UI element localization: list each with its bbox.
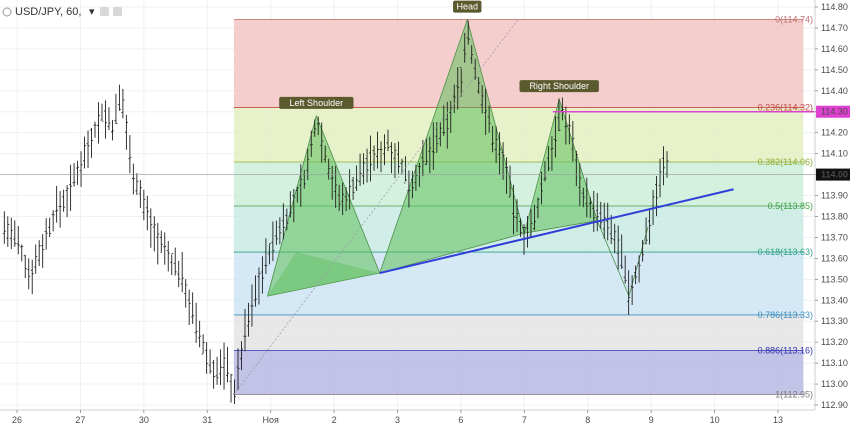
price-bars: [2, 20, 669, 404]
pattern-label-box: [279, 96, 354, 109]
price-tick-label: 113.60: [821, 253, 848, 263]
magenta-price-tag-label: 114.30: [821, 107, 848, 117]
price-tick-label: 113.90: [821, 191, 848, 201]
time-tick-label: 27: [75, 415, 85, 425]
pattern-label-box: [519, 80, 599, 93]
fib-zone-0.786: [233, 314, 804, 351]
price-tick-label: 113.80: [821, 211, 848, 221]
pattern-triangle-2: [523, 97, 598, 234]
price-axis[interactable]: 114.80 114.70 114.60 114.50 114.40 114.30 114.…: [814, 0, 850, 427]
fib-label-0: 0(114.74): [775, 15, 813, 25]
time-tick-label: 6: [458, 415, 463, 425]
price-tick-label: 113.10: [821, 358, 848, 368]
fib-zone-0: [233, 19, 804, 108]
price-tick-label: 114.20: [821, 128, 848, 138]
head-and-shoulders-pattern: [266, 18, 649, 298]
price-tick-label: 114.50: [821, 65, 848, 75]
fib-label-0.786: 0.786(113.33): [758, 310, 813, 320]
pattern-label-0: Left Shoulder: [290, 98, 344, 108]
price-tick-label: 114.10: [821, 149, 848, 159]
time-tick-label: 8: [585, 415, 590, 425]
chart-header: USD/JPY, 60, ▾: [2, 6, 122, 18]
pattern-base: [267, 252, 380, 297]
pattern-label-1: Head: [457, 2, 479, 12]
time-tick-label: 2: [332, 415, 337, 425]
time-tick-label: 31: [202, 415, 212, 425]
price-tick-label: 113.30: [821, 316, 848, 326]
time-tick-label: 13: [773, 415, 783, 425]
fibonacci-labels: 0(114.74) 0.236(114.32) 0.382(114.06) 0.5(1…: [758, 15, 813, 400]
price-tick-label: 114.40: [821, 86, 848, 96]
fibonacci-zones: [233, 19, 804, 395]
price-tick-label: 114.80: [821, 2, 848, 12]
fib-label-0.886: 0.886(113.16): [758, 346, 813, 356]
fib-label-0.5: 0.5(113.85): [768, 201, 813, 211]
fib-label-0.236: 0.236(114.32): [758, 103, 813, 113]
fib-label-0.382: 0.382(114.06): [758, 157, 813, 167]
pattern-label-box: [453, 0, 482, 13]
price-tick-label: 113.50: [821, 274, 848, 284]
fib-label-1: 1(112.95): [775, 390, 813, 400]
fib-zone-0.886: [233, 350, 804, 395]
time-tick-label: Ноя: [262, 415, 279, 425]
close-icon[interactable]: [113, 7, 122, 16]
price-tick-label: 113.70: [821, 232, 848, 242]
time-tick-label: 30: [139, 415, 149, 425]
magenta-price-tag: [816, 105, 850, 118]
time-axis[interactable]: 26 27 30 31 Ноя 2 3 6 7 8 9 10 13: [0, 409, 815, 425]
current-price-tag-label: 114.00: [821, 170, 848, 180]
settings-icon[interactable]: [100, 7, 109, 16]
time-tick-label: 10: [710, 415, 720, 425]
time-tick-label: 9: [649, 415, 654, 425]
neckline: [379, 188, 734, 275]
time-tick-label: 26: [12, 415, 22, 425]
dotted-trend-line: [233, 19, 519, 395]
price-tick-label: 114.60: [821, 44, 848, 54]
price-tick-label: 113.20: [821, 337, 848, 347]
price-tick-label: 113.00: [821, 379, 848, 389]
price-tick-label: 113.40: [821, 295, 848, 305]
overlay-lines: [0, 19, 815, 395]
current-price-tag: [816, 168, 850, 181]
fib-label-0.618: 0.618(113.63): [758, 247, 813, 257]
pattern-labels: Left Shoulder Head Right Shoulder: [279, 0, 599, 109]
price-axis-bg: [815, 0, 850, 427]
chevron-up-icon[interactable]: [2, 7, 12, 17]
pattern-triangle-0: [266, 114, 381, 297]
time-tick-label: 3: [395, 415, 400, 425]
dropdown-arrow-icon[interactable]: ▾: [89, 6, 95, 18]
symbol-title: USD/JPY, 60,: [15, 6, 81, 18]
price-tick-label: 114.70: [821, 23, 848, 33]
pattern-label-2: Right Shoulder: [529, 81, 589, 91]
price-tick-label: 112.90: [821, 400, 848, 410]
time-tick-label: 7: [522, 415, 527, 425]
